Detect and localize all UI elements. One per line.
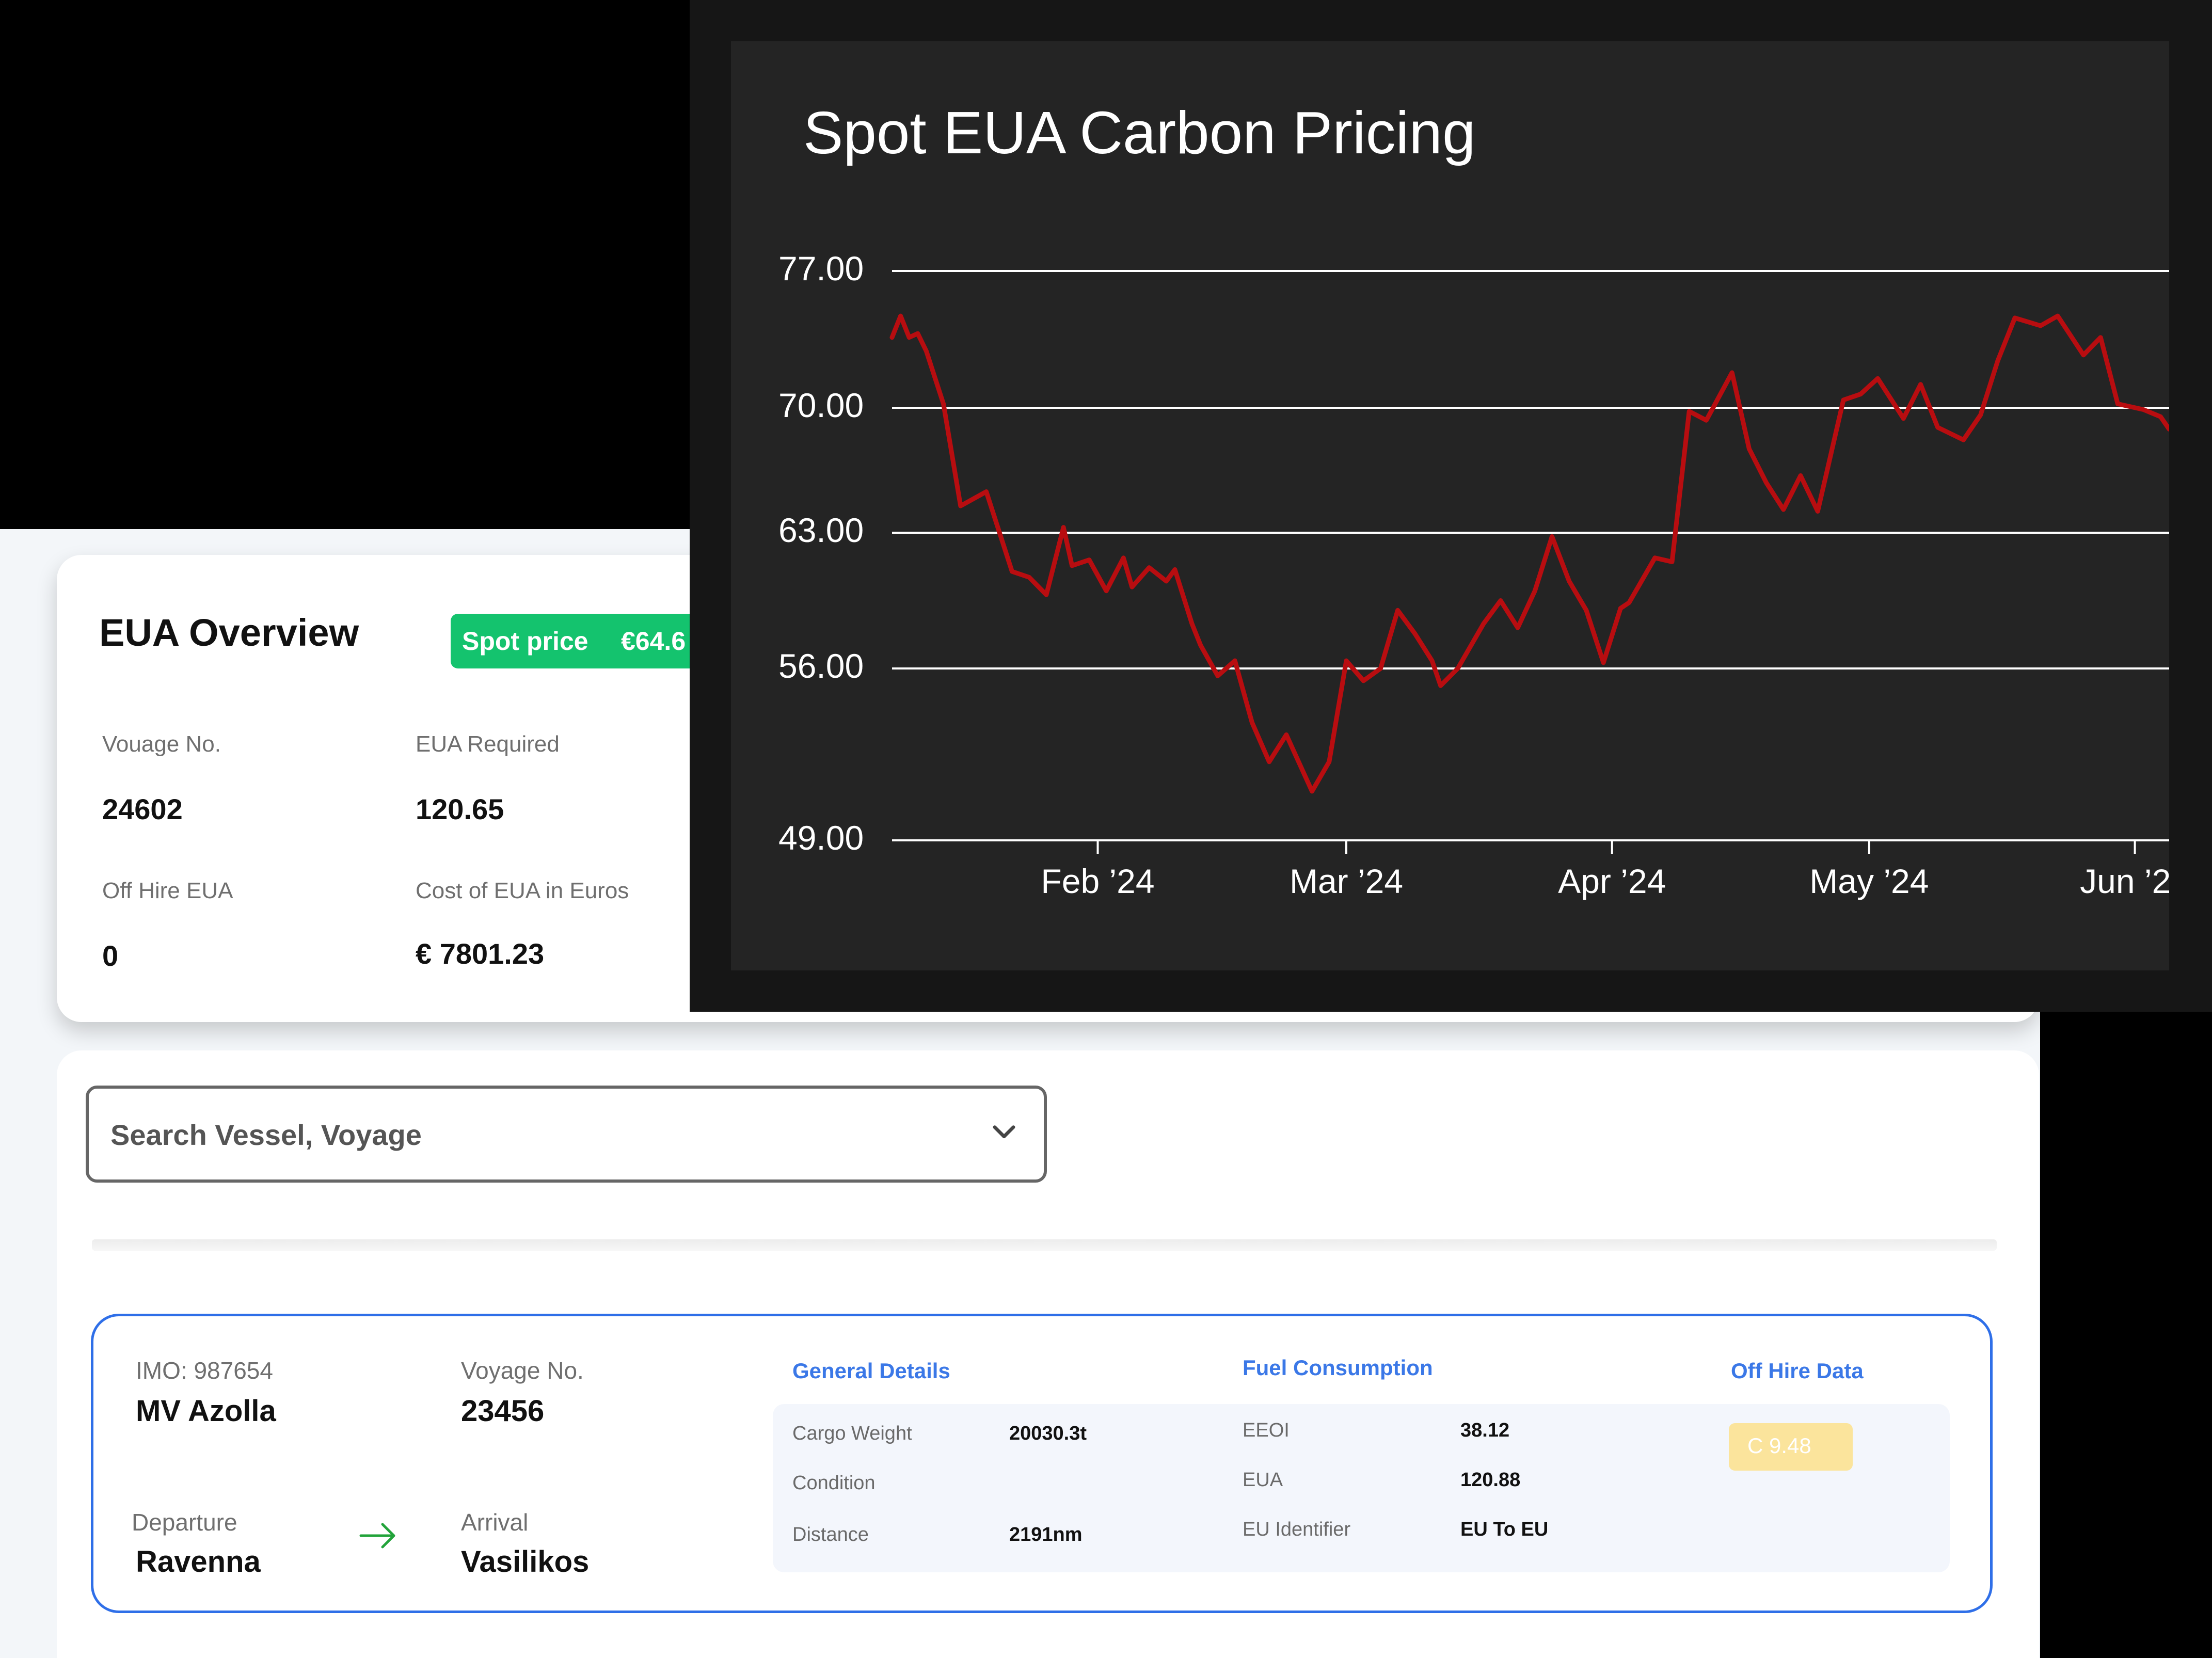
fuel-consumption-heading[interactable]: Fuel Consumption: [1243, 1356, 1433, 1380]
condition-label: Condition: [792, 1472, 876, 1494]
off-hire-value-badge: C 9.48: [1729, 1423, 1853, 1471]
y-tick-label: 70.00: [778, 386, 864, 424]
eua-required-label: EUA Required: [416, 731, 560, 757]
x-tick-label: Jun ’24: [2080, 862, 2169, 900]
arrow-right-icon: [359, 1523, 395, 1549]
chart-plot: 77.00 70.00 63.00 56.00 49.00 Feb ’24 Mar ’24 A…: [778, 249, 2169, 900]
cargo-weight-label: Cargo Weight: [792, 1423, 912, 1444]
voyage-no-label: Voyage No.: [461, 1357, 584, 1384]
search-input[interactable]: [109, 1089, 958, 1181]
voyage-no-value: 24602: [102, 793, 183, 825]
y-tick-label: 49.00: [778, 819, 864, 857]
y-tick-label: 56.00: [778, 647, 864, 685]
eua-value: 120.88: [1460, 1469, 1521, 1491]
chevron-down-icon[interactable]: [988, 1117, 1020, 1149]
vessel-name: MV Azolla: [136, 1394, 276, 1428]
general-details-heading[interactable]: General Details: [792, 1359, 950, 1383]
eua-price-chart: Spot EUA Carbon Pricing 77.00 70.00 63.00 5…: [731, 41, 2169, 970]
chart-title: Spot EUA Carbon Pricing: [803, 99, 1476, 166]
spot-price-label: Spot price: [462, 627, 588, 656]
arrival-port: Vasilikos: [461, 1545, 590, 1579]
eua-label: EUA: [1243, 1469, 1283, 1491]
off-hire-data-heading[interactable]: Off Hire Data: [1731, 1359, 1864, 1383]
x-tick-label: Mar ’24: [1290, 862, 1403, 900]
off-hire-eua-value: 0: [102, 939, 119, 972]
arrival-label: Arrival: [461, 1509, 529, 1536]
off-hire-eua-label: Off Hire EUA: [102, 878, 233, 903]
x-tick-label: May ’24: [1809, 862, 1929, 900]
chart-frame: Spot EUA Carbon Pricing 77.00 70.00 63.00 5…: [690, 0, 2212, 1012]
eu-identifier-value: EU To EU: [1460, 1519, 1549, 1540]
eu-identifier-label: EU Identifier: [1243, 1519, 1351, 1540]
x-tick-label: Feb ’24: [1041, 862, 1154, 900]
cost-of-eua-label: Cost of EUA in Euros: [416, 878, 629, 903]
cargo-weight-value: 20030.3t: [1009, 1423, 1087, 1444]
vessel-voyage-search[interactable]: [86, 1086, 1047, 1183]
voyage-no-value: 23456: [461, 1394, 545, 1428]
section-divider: [92, 1239, 1997, 1251]
eeoi-label: EEOI: [1243, 1420, 1290, 1441]
x-tick-label: Apr ’24: [1558, 862, 1666, 900]
departure-label: Departure: [132, 1509, 237, 1536]
eeoi-value: 38.12: [1460, 1420, 1510, 1441]
eua-required-value: 120.65: [416, 793, 504, 825]
eua-overview-title: EUA Overview: [99, 611, 359, 654]
spot-price-badge: Spot price €64.6: [451, 614, 719, 668]
voyage-details-panel: Cargo Weight 20030.3t Condition Distance…: [773, 1404, 1950, 1572]
vessel-search-section: IMO: 987654 MV Azolla Voyage No. 23456 D…: [57, 1050, 2039, 1658]
imo-number: IMO: 987654: [136, 1357, 273, 1384]
distance-value: 2191nm: [1009, 1524, 1083, 1545]
y-tick-label: 63.00: [778, 511, 864, 549]
y-tick-label: 77.00: [778, 249, 864, 288]
departure-port: Ravenna: [136, 1545, 261, 1579]
voyage-no-label: Vouage No.: [102, 731, 221, 757]
distance-label: Distance: [792, 1524, 869, 1545]
cost-of-eua-value: € 7801.23: [416, 937, 545, 970]
voyage-card[interactable]: IMO: 987654 MV Azolla Voyage No. 23456 D…: [91, 1314, 1993, 1613]
spot-price-value: €64.6: [621, 627, 686, 656]
series-line: [889, 313, 2169, 794]
